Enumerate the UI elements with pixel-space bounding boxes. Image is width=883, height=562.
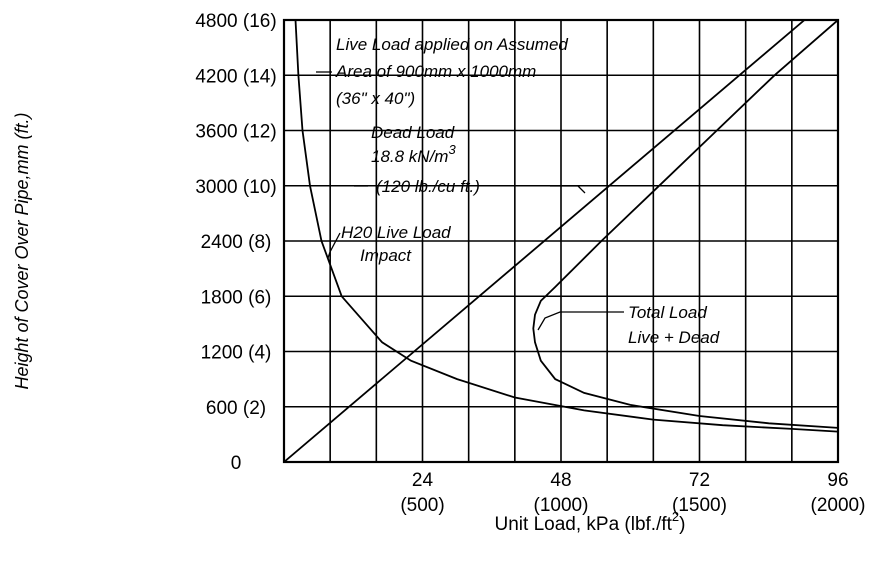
x-tick-label: 96	[827, 470, 848, 491]
annotation-line: Impact	[360, 246, 412, 265]
x-tick-sublabel: (1000)	[534, 495, 589, 516]
y-tick-label: 4800 (16)	[195, 11, 276, 32]
y-tick-label: 3000 (10)	[195, 177, 276, 198]
y-axis-title: Height of Cover Over Pipe,mm (ft.)	[12, 112, 32, 389]
x-tick-label: 72	[689, 470, 710, 491]
annotation-live-load-area: Live Load applied on Assumed Area of 900…	[316, 35, 568, 108]
annotation-line: Area of 900mm x 1000mm	[335, 62, 536, 81]
y-tick-label: 2400 (8)	[201, 232, 272, 253]
annotation-line: Live Load applied on Assumed	[336, 35, 568, 54]
annotation-line: Live + Dead	[628, 328, 720, 347]
annotation-leader	[537, 311, 624, 331]
y-tick-label: 1800 (6)	[201, 287, 272, 308]
x-tick-label: 48	[550, 470, 571, 491]
annotation-line: Total Load	[628, 303, 707, 322]
series-group	[284, 20, 838, 462]
annotation-leader	[550, 185, 586, 194]
series-line-total	[532, 20, 838, 429]
y-tick-label: 4200 (14)	[195, 66, 276, 87]
x-tick-labels: 24 (500) 48 (1000) 72 (1500) 96 (2000)	[400, 470, 865, 516]
x-tick-label: 24	[412, 470, 434, 491]
plot-frame	[282, 18, 840, 464]
y-tick-label: 600 (2)	[206, 398, 266, 419]
annotation-line: Dead Load	[371, 123, 455, 142]
y-tick-label: 1200 (4)	[201, 343, 272, 364]
annotation-h20-live-load: H20 Live Load Impact	[327, 223, 451, 265]
annotation-line: H20 Live Load	[341, 223, 451, 242]
x-tick-sublabel: (2000)	[811, 495, 866, 516]
series-line-dead	[284, 20, 806, 462]
y-tick-label: 3600 (12)	[195, 122, 276, 143]
y-tick-label: 0	[231, 453, 242, 474]
x-axis-title: Unit Load, kPa (lbf./ft2)	[495, 509, 686, 535]
annotation-dead-load: Dead Load 18.8 kN/m3 (120 lb./cu ft.)	[354, 123, 586, 196]
annotation-line: (36" x 40")	[336, 89, 415, 108]
y-tick-labels: 0 600 (2) 1200 (4) 1800 (6) 2400 (8) 3000 (10…	[195, 11, 276, 474]
series-line-live	[294, 20, 838, 433]
annotation-total-load: Total Load Live + Dead	[537, 303, 720, 347]
x-tick-sublabel: (1500)	[672, 495, 727, 516]
annotation-line: (120 lb./cu ft.)	[376, 177, 480, 196]
annotation-line: 18.8 kN/m3	[371, 142, 456, 166]
annotation-leader	[327, 232, 341, 259]
grid-lines	[284, 20, 838, 462]
x-tick-sublabel: (500)	[400, 495, 444, 516]
